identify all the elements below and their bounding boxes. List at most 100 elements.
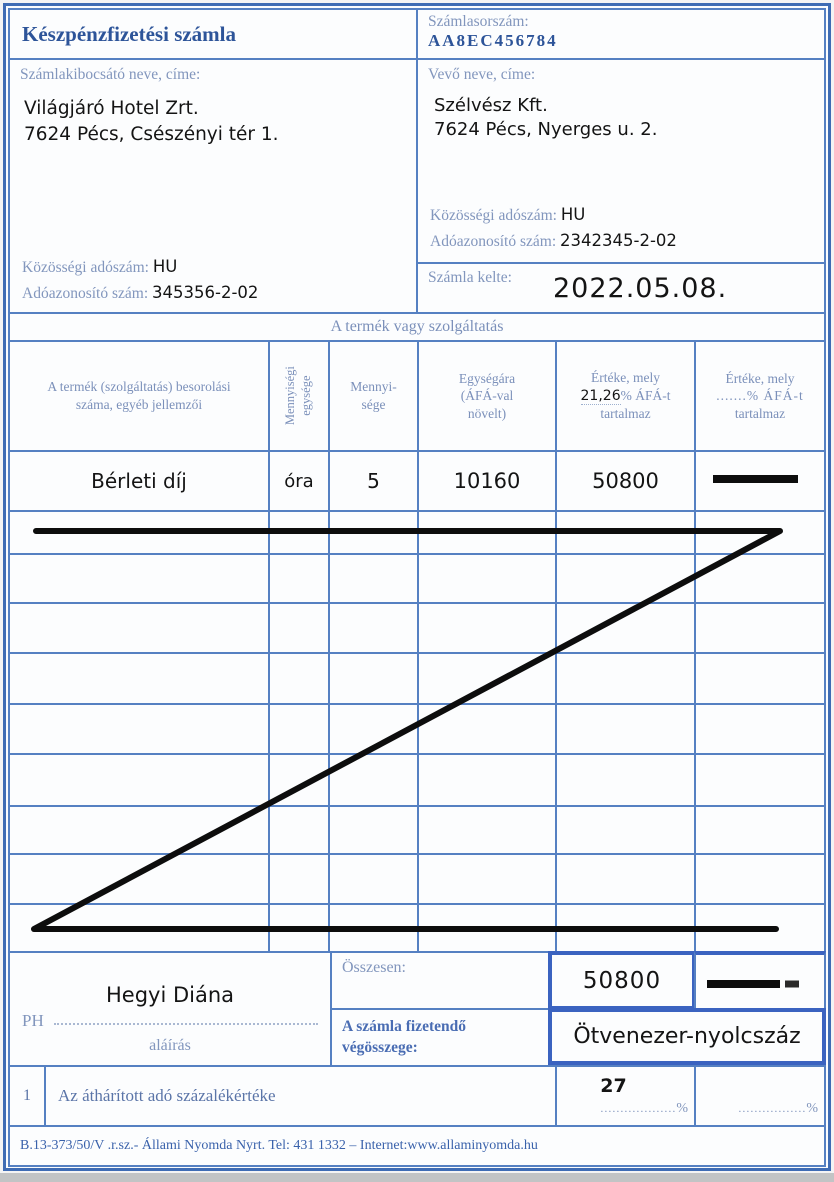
empty-item-cell: [417, 510, 557, 555]
empty-item-cell: [328, 805, 419, 855]
col-header-unit-price-text: Egységára (ÁFÁ-val növelt): [458, 370, 516, 421]
invoice-date-cell: Számla kelte: 2022.05.08.: [416, 262, 826, 314]
total-label-cell: Összesen:: [330, 951, 550, 1010]
empty-item-cell: [328, 853, 419, 905]
empty-item-cell: [694, 805, 826, 855]
empty-item-cell: [417, 805, 557, 855]
empty-item-cell: [8, 703, 270, 755]
row1-unit: óra: [284, 470, 314, 492]
empty-item-cell: [8, 553, 270, 604]
empty-item-cell: [8, 652, 270, 705]
col5-line2-suffix: % ÁFÁ-t: [620, 387, 671, 403]
total-value-cell: 50800: [548, 951, 696, 1010]
invoice-title: Készpénzfizetési számla: [22, 21, 237, 46]
buyer-community-vat-value: HU: [560, 204, 586, 224]
empty-item-cell: [268, 652, 330, 705]
empty-item-cell: [555, 853, 696, 905]
ph-label: PH: [22, 1011, 44, 1030]
empty-item-cell: [694, 903, 826, 955]
empty-item-cell: [8, 805, 270, 855]
serial-number-label: Számlasorszám:: [428, 13, 529, 30]
issuer-cell: Számlakibocsátó neve, címe: Világjáró Ho…: [8, 58, 418, 314]
row1-description: Bérleti díj: [91, 469, 187, 493]
empty-item-cell: [417, 703, 557, 755]
empty-item-cell: [328, 703, 419, 755]
col-header-unit-price: Egységára (ÁFÁ-val növelt): [417, 340, 557, 452]
final-total-value-cell: Ötvenezer-nyolcszáz: [548, 1008, 826, 1065]
empty-item-cell: [328, 602, 419, 654]
vat-rate-dots: ...................: [600, 1101, 677, 1115]
col-header-description: A termék (szolgáltatás) besorolási száma…: [8, 340, 270, 452]
vat-row-label: Az áthárított adó százalékértéke: [58, 1086, 276, 1105]
issuer-community-vat-value: HU: [152, 256, 178, 276]
row1-quantity: 5: [367, 469, 380, 493]
footer-cell: B.13-373/50/V .r.sz.- Állami Nyomda Nyrt…: [8, 1125, 826, 1167]
issuer-tax-number-label: Adóazonosító szám:: [22, 284, 149, 302]
final-total-label-line2: végösszege:: [342, 1038, 418, 1056]
signature-caption: aláírás: [149, 1037, 191, 1054]
empty-item-cell: [8, 853, 270, 905]
row1-value-vat-cell: 50800: [555, 450, 696, 512]
empty-item-cell: [694, 602, 826, 654]
empty-item-cell: [694, 553, 826, 604]
row1-unit-price: 10160: [453, 469, 521, 493]
empty-item-cell: [694, 510, 826, 555]
empty-item-cell: [694, 703, 826, 755]
final-total-label-line1: A számla fizetendő: [342, 1018, 466, 1035]
empty-item-cell: [8, 602, 270, 654]
vat-rate-percent: %: [676, 1101, 688, 1116]
buyer-label: Vevő neve, címe:: [428, 66, 536, 83]
invoice-date-value: 2022.05.08.: [553, 273, 728, 304]
issuer-name: Világjáró Hotel Zrt.: [24, 98, 199, 119]
empty-item-cell: [328, 510, 419, 555]
empty-item-cell: [8, 753, 270, 807]
row1-value-vat: 50800: [592, 469, 659, 493]
empty-item-cell: [268, 602, 330, 654]
row1-unit-cell: óra: [268, 450, 330, 512]
title-cell: Készpénzfizetési számla: [8, 8, 418, 60]
total-value: 50800: [582, 967, 662, 994]
col6-line2: .......% ÁFÁ-t: [716, 388, 804, 404]
stamp-signature-cell: Hegyi Diána PH aláírás: [8, 951, 332, 1067]
empty-item-cell: [694, 853, 826, 905]
empty-item-cell: [417, 553, 557, 604]
col-header-quantity-text: Mennyi- sége: [350, 379, 397, 412]
empty-item-cell: [8, 903, 270, 955]
row1-value-other-cell: [694, 450, 826, 512]
col6-line1: Értéke, mely: [725, 370, 795, 386]
col6-line3: tartalmaz: [734, 405, 786, 421]
serial-cell: Számlasorszám: AA8EC456784: [416, 8, 826, 60]
buyer-address: 7624 Pécs, Nyerges u. 2.: [434, 119, 658, 141]
empty-item-cell: [555, 805, 696, 855]
vat-rate-other-cell: .................%: [694, 1065, 826, 1127]
col-header-unit-text: Mennyiségi egysége: [283, 366, 313, 426]
issuer-community-vat-label: Közösségi adószám:: [22, 258, 149, 276]
empty-item-cell: [555, 703, 696, 755]
issuer-address: 7624 Pécs, Csészényi tér 1.: [24, 123, 279, 145]
row1-quantity-cell: 5: [328, 450, 419, 512]
row1-description-cell: Bérleti díj: [8, 450, 270, 512]
empty-item-cell: [555, 602, 696, 654]
section-title: A termék vagy szolgáltatás: [330, 318, 504, 335]
vat-rate2-dots: .................: [738, 1101, 807, 1115]
col5-line3: tartalmaz: [600, 406, 651, 422]
col-header-unit: Mennyiségi egysége: [268, 340, 330, 452]
empty-item-cell: [328, 553, 419, 604]
vat-row-index: 1: [23, 1087, 31, 1104]
empty-item-cell: [268, 553, 330, 604]
col-header-value-vat: Értéke, mely 21,26% ÁFÁ-t tartalmaz: [555, 340, 696, 452]
empty-item-cell: [268, 753, 330, 807]
empty-item-cell: [268, 903, 330, 955]
empty-item-cell: [328, 903, 419, 955]
row1-unit-price-cell: 10160: [417, 450, 557, 512]
empty-item-cell: [417, 753, 557, 807]
empty-item-cell: [8, 510, 270, 555]
final-total-label-cell: A számla fizetendő végösszege:: [330, 1008, 550, 1067]
col-header-description-text: A termék (szolgáltatás) besorolási száma…: [47, 379, 231, 412]
issuer-tax-number-value: 345356-2-02: [152, 282, 259, 302]
buyer-community-vat-label: Közösségi adószám:: [430, 206, 557, 224]
empty-item-cell: [555, 510, 696, 555]
col-header-quantity: Mennyi- sége: [328, 340, 419, 452]
empty-item-cell: [417, 652, 557, 705]
